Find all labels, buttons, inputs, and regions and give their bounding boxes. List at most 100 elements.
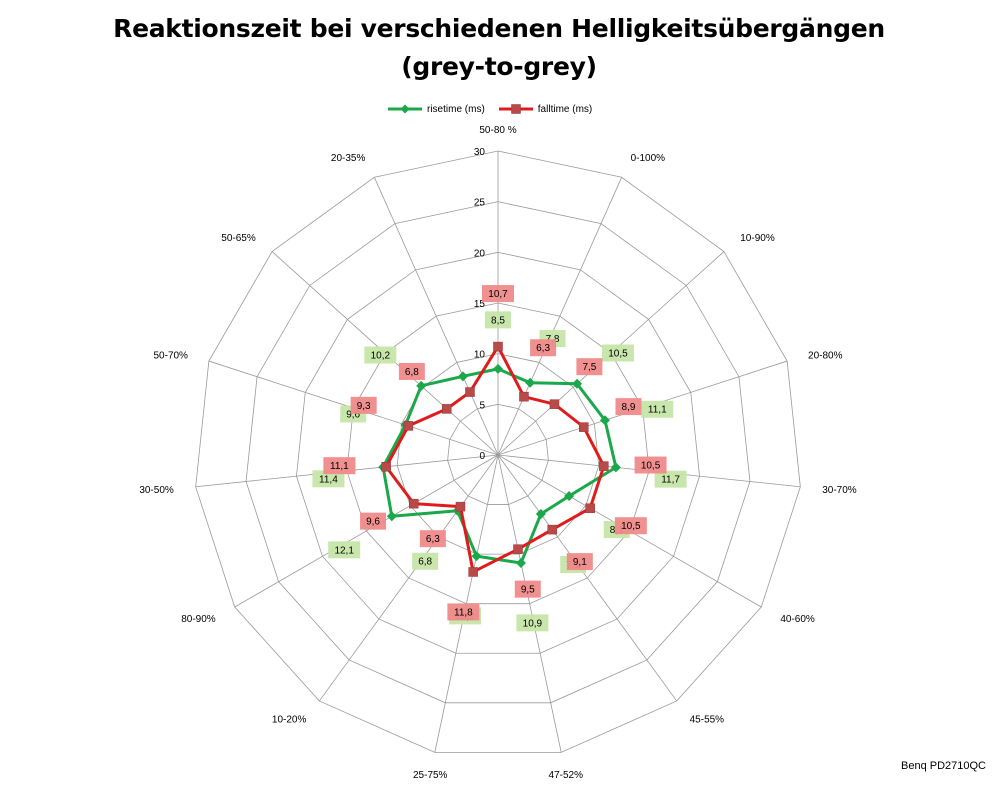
grid-spoke: [497, 454, 678, 702]
data-label-risetime: 11,1: [648, 405, 667, 416]
legend-item-risetime: risetime (ms): [388, 103, 485, 115]
data-point-risetime: [493, 363, 503, 374]
data-point-risetime: [535, 509, 546, 520]
category-label: 30-50%: [139, 485, 174, 496]
data-label-falltime: 6,3: [426, 534, 440, 545]
tick-label: 20: [474, 248, 486, 259]
data-label-bg-falltime: [566, 553, 593, 571]
data-point-risetime: [610, 462, 621, 473]
data-point-falltime: [599, 461, 609, 471]
data-label-bg-falltime: [482, 285, 514, 303]
tick-label: 25: [474, 198, 486, 209]
tick-label: 30: [474, 147, 486, 158]
data-label-bg-risetime: [328, 541, 361, 559]
series-falltime: [381, 341, 609, 577]
data-label-bg-risetime: [412, 552, 439, 570]
category-label: 50-80 %: [479, 125, 516, 136]
legend-line-falltime-icon: [498, 104, 533, 114]
data-point-falltime: [468, 567, 478, 577]
data-label-falltime: 11,8: [454, 607, 473, 618]
data-label-bg-risetime: [516, 614, 549, 632]
chart-title-line-1: Reaktionszeit bei verschiedenen Helligke…: [113, 14, 885, 43]
category-label: 20-80%: [808, 350, 843, 361]
data-point-risetime: [515, 558, 526, 569]
legend-item-falltime: falltime (ms): [498, 103, 593, 115]
grid-spoke: [373, 177, 499, 456]
chart-title: Reaktionszeit bei verschiedenen Helligke…: [0, 10, 998, 86]
data-point-falltime: [549, 399, 560, 409]
data-label-bg-risetime: [641, 400, 674, 418]
grid-ring: [296, 251, 700, 654]
data-point-falltime: [442, 404, 452, 414]
data-label-falltime: 6,8: [405, 367, 419, 378]
data-label-bg-risetime: [364, 346, 397, 364]
data-label-bg-risetime: [485, 311, 511, 329]
data-label-risetime: 9,6: [346, 409, 360, 420]
data-label-risetime: 10,2: [371, 351, 391, 362]
data-label-falltime: 9,5: [521, 585, 535, 596]
data-label-bg-falltime: [615, 398, 642, 416]
data-point-falltime: [519, 391, 529, 402]
data-label-bg-falltime: [350, 396, 377, 414]
category-label: 50-65%: [221, 233, 256, 244]
data-label-falltime: 10,7: [488, 289, 508, 300]
radar-grid: [195, 150, 801, 753]
category-label: 80-90%: [181, 614, 216, 625]
data-point-risetime: [525, 377, 536, 388]
category-label: 25-75%: [413, 770, 448, 781]
data-label-risetime: 12,1: [334, 545, 354, 556]
tick-label: 10: [474, 350, 486, 361]
data-point-risetime: [564, 491, 575, 502]
category-label: 0-100%: [631, 153, 666, 164]
data-label-bg-falltime: [360, 512, 387, 530]
data-label-falltime: 6,3: [536, 343, 550, 354]
data-label-risetime: 8,5: [491, 315, 505, 326]
data-label-falltime: 10,5: [641, 461, 661, 472]
grid-spoke: [497, 454, 562, 753]
data-point-falltime: [579, 422, 589, 432]
tick-label: 15: [474, 299, 486, 310]
data-point-risetime: [471, 551, 482, 562]
brand-label: Benq PD2710QC: [901, 760, 986, 772]
data-label-falltime: 8,9: [622, 402, 636, 413]
chart-title-line-2: (grey-to-grey): [401, 52, 597, 81]
data-point-risetime: [599, 415, 610, 426]
tick-label: 0: [479, 451, 485, 462]
data-label-bg-falltime: [447, 603, 480, 621]
grid-ring: [195, 150, 801, 753]
data-point-falltime: [547, 524, 557, 535]
data-point-falltime: [455, 501, 466, 512]
data-label-bg-risetime: [654, 470, 687, 488]
data-point-falltime: [403, 421, 414, 431]
grid-ring: [447, 403, 549, 505]
data-label-falltime: 9,3: [357, 401, 371, 412]
data-label-risetime: 11,4: [319, 474, 338, 485]
data-label-bg-falltime: [634, 456, 667, 474]
series-line-falltime: [384, 345, 606, 574]
category-label: 47-52%: [549, 770, 584, 781]
grid-spoke: [318, 454, 499, 702]
grid-ring: [346, 302, 650, 605]
data-label-risetime: 11,7: [661, 475, 680, 486]
data-label-falltime: 7,5: [582, 362, 596, 373]
category-label: 50-70%: [153, 350, 188, 361]
data-labels: 8,57,810,511,111,78,17,210,910,26,812,11…: [312, 285, 687, 632]
data-label-falltime: 10,5: [621, 521, 641, 532]
data-label-bg-risetime: [601, 344, 634, 362]
series-line-risetime: [381, 367, 618, 565]
data-label-falltime: 11,1: [330, 461, 349, 472]
legend-label-falltime: falltime (ms): [537, 103, 593, 115]
legend-line-risetime-icon: [388, 104, 422, 114]
data-label-falltime: 9,6: [366, 517, 380, 528]
data-label-bg-falltime: [530, 339, 557, 357]
data-label-bg-falltime: [614, 517, 647, 535]
category-label: 30-70%: [822, 485, 857, 496]
data-label-risetime: 10,5: [608, 349, 628, 360]
data-label-bg-falltime: [576, 358, 603, 376]
data-label-bg-falltime: [323, 457, 356, 475]
data-label-risetime: 6,8: [418, 557, 432, 568]
category-label: 20-35%: [331, 153, 366, 164]
data-point-falltime: [465, 387, 475, 397]
category-label: 40-60%: [780, 614, 815, 625]
